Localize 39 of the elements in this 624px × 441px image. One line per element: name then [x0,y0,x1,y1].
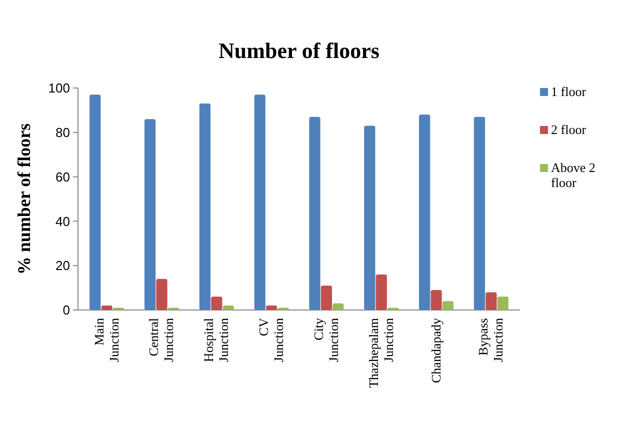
bar [222,306,234,310]
x-tick-label: Hospital Junction [201,318,232,362]
bar [90,94,101,310]
y-axis-title: % number of floors [14,123,34,275]
x-tick-label: Thazhepalam Junction [366,318,396,388]
y-tick-label: 60 [56,169,70,184]
x-tick-label: Bypass Junction [476,318,506,362]
y-tick-label: 80 [56,124,70,140]
y-tick-label: 100 [48,80,70,96]
bar [419,114,430,310]
bar [497,296,508,310]
y-tick-label: 40 [56,214,70,229]
x-tick-label: CV Junction [256,317,286,362]
y-tick-label: 20 [56,258,70,274]
bar [144,119,156,310]
x-tick-label: Main Junction [91,318,122,362]
bar [309,116,320,310]
bar [332,303,344,310]
x-tick-label: Central Junction [146,318,176,362]
bar [364,126,376,310]
x-tick-label: Chandapady [428,318,444,383]
bar [474,116,486,310]
bar [254,94,266,310]
bar [376,274,387,310]
chart-title: Number of floors [218,38,380,63]
bar [101,306,112,310]
bar [320,286,332,310]
legend-label: 1 floor [551,84,587,99]
bar [211,296,222,310]
legend-label: Above 2 floor [551,160,596,190]
bar [442,301,454,310]
bar [199,104,210,310]
bar [266,306,278,310]
y-tick-label: 0 [62,302,70,318]
bar [430,290,442,310]
legend-label: 2 floor [551,122,587,137]
bar [486,292,497,310]
bar [156,278,168,310]
x-tick-label: City Junction [310,318,341,362]
